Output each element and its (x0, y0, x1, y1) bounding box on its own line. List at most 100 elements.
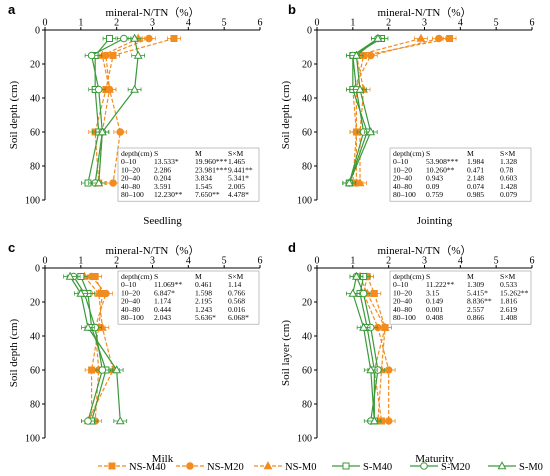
y-tick-label: 20 (302, 60, 312, 71)
x-tick-label: 0 (43, 256, 48, 267)
data-point (170, 35, 178, 42)
data-point (83, 322, 93, 331)
series-s-m0 (342, 33, 385, 187)
stats-cell: 1.309 (467, 280, 484, 289)
x-tick-label: 5 (494, 256, 499, 267)
stats-header-cell: M (467, 149, 474, 158)
x-tick-label: 3 (150, 256, 155, 267)
data-point (94, 288, 104, 297)
legend-entry-ns-m20: NS-M20 (176, 462, 244, 473)
stats-cell: 0.204 (154, 174, 171, 183)
y-tick-label: 100 (25, 434, 40, 445)
y-tick-label: 0 (307, 26, 312, 37)
stats-cell: 0.09 (426, 182, 439, 191)
data-point (65, 271, 75, 280)
y-tick-label: 80 (30, 400, 40, 411)
x-tick-label: 3 (422, 18, 427, 29)
y-axis-title: Soil depth (cm) (8, 80, 20, 149)
stats-cell: 1.465 (228, 157, 245, 166)
stats-header-cell: M (195, 272, 202, 281)
data-point (380, 322, 390, 331)
stats-cell: 2.043 (154, 313, 171, 322)
stats-cell: 0.603 (500, 174, 517, 183)
y-tick-label: 20 (30, 298, 40, 309)
data-point (130, 33, 140, 42)
stats-cell: 0.985 (467, 190, 484, 199)
series-line (355, 37, 422, 183)
stats-header-cell: S (426, 149, 430, 158)
stats-cell: 10–20 (393, 288, 412, 297)
stats-cell: 40–80 (393, 182, 412, 191)
stats-cell: 2.148 (467, 174, 484, 183)
stats-cell: 40–80 (121, 182, 140, 191)
stats-cell: 0–10 (121, 157, 136, 166)
y-axis-title: Soil layer (cm) (280, 320, 292, 386)
stats-cell: 0.079 (500, 190, 517, 199)
x-tick-label: 4 (458, 256, 463, 267)
stats-cell: 19.960*** (195, 157, 227, 166)
y-tick-label: 60 (302, 128, 312, 139)
data-point (109, 179, 117, 187)
stats-cell: 3.834 (195, 174, 212, 183)
data-point (344, 178, 354, 187)
x-tick-label: 6 (530, 256, 535, 267)
series-line (348, 38, 379, 184)
data-point (94, 85, 103, 94)
stats-cell: 3.591 (154, 182, 171, 191)
stats-cell: 1.328 (500, 157, 517, 166)
y-tick-label: 40 (30, 332, 40, 343)
stats-cell: 23.981*** (195, 165, 227, 174)
data-point (384, 417, 393, 425)
legend-marker (263, 461, 273, 470)
stats-cell: 9.441** (228, 165, 253, 174)
stats-cell: 3.15 (426, 288, 439, 297)
stats-header-cell: S (154, 272, 158, 281)
chart-panel-c: c mineral-N/TN（%）0 1 2 3 4 5 6020406080100Soil … (8, 240, 263, 465)
stats-header-cell: S×M (500, 272, 516, 281)
stats-header-cell: depth(cm) (121, 272, 153, 281)
y-tick-label: 100 (25, 196, 40, 207)
stats-cell: 2.005 (228, 182, 245, 191)
stats-cell: 0–10 (121, 280, 136, 289)
data-point (366, 365, 376, 374)
stats-cell: 1.598 (195, 288, 212, 297)
x-tick-label: 6 (258, 18, 263, 29)
y-tick-label: 0 (35, 26, 40, 37)
panel-letter: b (288, 2, 296, 17)
stats-header-cell: S (154, 149, 158, 158)
legend-entry-ns-m40: NS-M40 (98, 462, 166, 473)
x-axis-title: mineral-N/TN（%） (105, 6, 199, 19)
stats-cell: 4.478* (228, 190, 249, 199)
data-point (87, 51, 96, 60)
y-tick-label: 40 (302, 94, 312, 105)
y-tick-label: 0 (307, 264, 312, 275)
stats-cell: 80–100 (393, 190, 416, 199)
stats-cell: 0.943 (426, 174, 443, 183)
x-tick-label: 5 (494, 18, 499, 29)
stats-cell: 10–20 (121, 165, 140, 174)
legend-label: NS-M40 (129, 462, 166, 473)
stats-header-cell: depth(cm) (393, 272, 425, 281)
x-tick-label: 4 (458, 18, 463, 29)
y-tick-label: 100 (297, 196, 312, 207)
data-point (106, 35, 113, 42)
stats-cell: 80–100 (121, 190, 144, 199)
data-point (416, 33, 426, 42)
legend-entry-s-m40: S-M40 (332, 462, 392, 473)
legend-entry-s-m20: S-M20 (410, 462, 470, 473)
stats-cell: 15.262** (500, 288, 529, 297)
stats-cell: 1.545 (195, 182, 212, 191)
stats-cell: 0–10 (393, 280, 408, 289)
legend-marker (108, 462, 116, 470)
y-tick-label: 20 (302, 298, 312, 309)
legend-marker (420, 462, 428, 470)
stage-label: Jointing (417, 215, 453, 227)
stats-header-cell: depth(cm) (393, 149, 425, 158)
data-point (373, 33, 383, 42)
stats-cell: 0.568 (228, 297, 245, 306)
data-point (133, 50, 143, 59)
series-line (366, 276, 386, 422)
data-point (348, 288, 358, 297)
series-s-m0 (63, 271, 128, 425)
x-tick-label: 2 (386, 18, 391, 29)
